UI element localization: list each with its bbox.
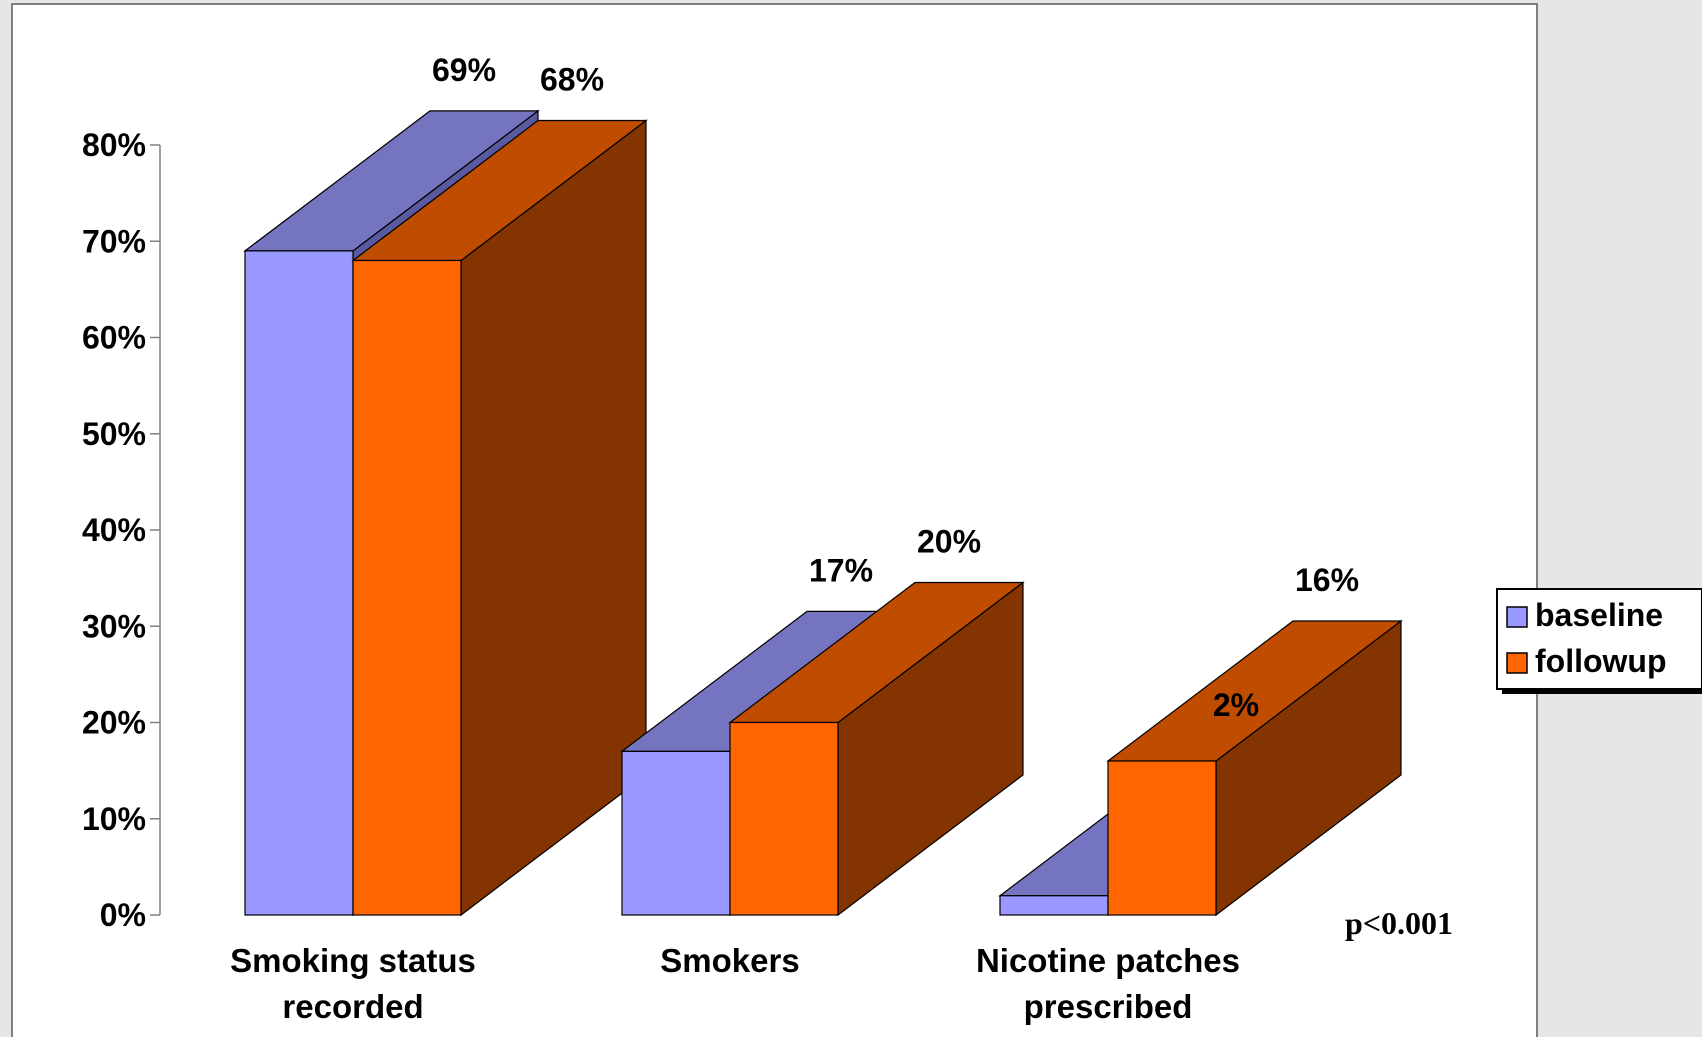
category-label-line: recorded bbox=[282, 988, 423, 1025]
bar-front-face bbox=[352, 259, 462, 916]
bar-front-face bbox=[621, 750, 731, 916]
legend-swatch-baseline bbox=[1506, 606, 1528, 628]
bar-front-face bbox=[1107, 760, 1217, 916]
y-tick-label: 40% bbox=[82, 512, 146, 548]
category-label-line: Nicotine patches bbox=[976, 942, 1240, 979]
category-labels: Smoking status recorded Smokers Nicotine pa… bbox=[230, 942, 1240, 1025]
bar-front-face bbox=[999, 895, 1109, 916]
category-label: Nicotine patches prescribed bbox=[976, 942, 1240, 1025]
y-axis: 0% 10% 20% 30% 40% 50% 60% 70% 80% bbox=[82, 127, 161, 933]
bar-front-face bbox=[729, 721, 839, 916]
significance-annotation: p<0.001 bbox=[1345, 905, 1453, 941]
y-tick-label: 70% bbox=[82, 223, 146, 259]
y-tick-label: 10% bbox=[82, 801, 146, 837]
legend-label-followup: followup bbox=[1535, 643, 1667, 679]
y-tick-label: 0% bbox=[100, 897, 146, 933]
category-label-line: Smokers bbox=[660, 942, 799, 979]
data-label-baseline: 17% bbox=[809, 552, 873, 588]
data-label-followup: 20% bbox=[917, 524, 981, 560]
bar-followup-2 bbox=[728, 581, 1025, 917]
legend-swatch-followup bbox=[1506, 652, 1528, 674]
data-labels: 69% 68% 17% 20% 2% 16% bbox=[432, 52, 1359, 723]
category-label: Smokers bbox=[660, 942, 799, 979]
category-label-line: Smoking status bbox=[230, 942, 476, 979]
data-label-followup: 16% bbox=[1295, 562, 1359, 598]
category-label: Smoking status recorded bbox=[230, 942, 476, 1025]
bar-followup-1 bbox=[351, 119, 648, 917]
legend-box bbox=[1496, 588, 1702, 690]
y-tick-label: 80% bbox=[82, 127, 146, 163]
data-label-baseline: 69% bbox=[432, 52, 496, 88]
bars bbox=[243, 109, 1403, 917]
bar-followup-3 bbox=[1106, 619, 1403, 917]
category-label-line: prescribed bbox=[1024, 988, 1193, 1025]
y-tick-label: 50% bbox=[82, 416, 146, 452]
legend-label-baseline: baseline bbox=[1535, 597, 1663, 633]
data-label-baseline: 2% bbox=[1213, 687, 1259, 723]
y-tick-label: 20% bbox=[82, 705, 146, 741]
bar-front-face bbox=[244, 250, 354, 916]
y-tick-label: 60% bbox=[82, 320, 146, 356]
data-label-followup: 68% bbox=[540, 62, 604, 98]
y-tick-label: 30% bbox=[82, 608, 146, 644]
legend: baseline followup bbox=[1496, 588, 1702, 694]
